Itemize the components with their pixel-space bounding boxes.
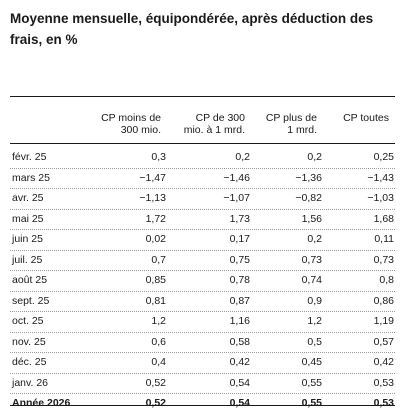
table-row: oct. 25 1,2 1,16 1,2 1,19: [10, 312, 395, 333]
cell-value: 0,85: [145, 274, 166, 286]
table-row: mars 25 −1,47 −1,46 −1,36 −1,43: [10, 169, 395, 189]
total-value: 0,53: [373, 397, 394, 409]
column-header-large-funds: CP plus de 1 mrd.: [266, 112, 317, 136]
table-row: juin 25 0,02 0,17 0,2 0,11: [10, 230, 395, 251]
cell-value: 0,78: [229, 274, 250, 286]
cell-value: 0,2: [307, 233, 322, 245]
cell-value: 0,55: [301, 376, 322, 389]
row-label: oct. 25: [12, 315, 44, 327]
cell-value: 0,2: [235, 151, 250, 163]
column-header-line: 300 mio.: [120, 124, 161, 136]
table-body: févr. 25 0,3 0,2 0,2 0,25 mars 25 −1,47 …: [10, 148, 395, 414]
cell-value: 0,86: [373, 294, 394, 307]
cell-value: 0,11: [374, 233, 394, 245]
cell-value: 0,81: [145, 294, 166, 307]
cell-value: 1,19: [373, 315, 394, 327]
cell-value: −1,03: [367, 192, 394, 204]
column-header-all-funds: CP toutes: [343, 112, 389, 124]
cell-value: 1,16: [229, 315, 250, 327]
column-header-line: CP plus de: [265, 112, 317, 124]
row-label: mars 25: [12, 171, 50, 184]
total-label: Année 2026: [12, 397, 71, 409]
cell-value: 1,68: [373, 212, 394, 225]
table-row: avr. 25 −1,13 −1,07 −0,82 −1,03: [10, 189, 395, 210]
total-value: 0,55: [301, 397, 322, 409]
table-row: sept. 25 0,81 0,87 0,9 0,86: [10, 292, 395, 312]
cell-value: 0,25: [373, 151, 394, 163]
table-row: juil. 25 0,7 0,75 0,73 0,73: [10, 251, 395, 271]
cell-value: 0,42: [373, 356, 394, 368]
column-header-small-funds: CP moins de 300 mio.: [101, 112, 161, 136]
header-rule: [10, 143, 395, 144]
row-label: févr. 25: [12, 151, 47, 163]
cell-value: 0,7: [151, 253, 166, 266]
cell-value: −1,43: [367, 171, 394, 184]
cell-value: −1,13: [139, 192, 166, 204]
cell-value: 0,75: [229, 253, 250, 266]
cell-value: 0,58: [229, 335, 250, 348]
row-label: août 25: [12, 274, 48, 286]
cell-value: 1,2: [307, 315, 322, 327]
cell-value: 0,53: [373, 376, 394, 389]
table-row: janv. 26 0,52 0,54 0,55 0,53: [10, 374, 395, 394]
table-top-rule: [10, 96, 395, 97]
row-label: sept. 25: [12, 294, 50, 307]
column-header-line: mio. à 1 mrd.: [183, 124, 245, 136]
cell-value: 0,3: [151, 151, 166, 163]
table-row: févr. 25 0,3 0,2 0,2 0,25: [10, 148, 395, 169]
row-label: nov. 25: [12, 335, 46, 348]
column-header-line: 1 mrd.: [287, 124, 317, 136]
cell-value: 0,5: [307, 335, 322, 348]
cell-value: 1,72: [145, 212, 166, 225]
cell-value: 0,6: [151, 335, 166, 348]
column-header-line: CP toutes: [343, 112, 389, 124]
table-row: nov. 25 0,6 0,58 0,5 0,57: [10, 333, 395, 353]
cell-value: −0,82: [295, 192, 322, 204]
cell-value: 0,57: [373, 335, 394, 348]
cell-value: 0,8: [379, 274, 394, 286]
cell-value: 0,87: [229, 294, 250, 307]
cell-value: −1,47: [139, 171, 166, 184]
table-row: août 25 0,85 0,78 0,74 0,8: [10, 271, 395, 292]
row-label: déc. 25: [12, 356, 47, 368]
table-title: Moyenne mensuelle, équipondérée, après d…: [10, 11, 374, 47]
cell-value: 0,02: [145, 233, 166, 245]
cell-value: 0,73: [301, 253, 322, 266]
cell-value: 0,74: [301, 274, 322, 286]
cell-value: −1,36: [295, 171, 322, 184]
cell-value: −1,46: [223, 171, 250, 184]
cell-value: 1,2: [151, 315, 166, 327]
cell-value: 0,42: [229, 356, 250, 368]
table-bottom-rule: [10, 405, 395, 406]
cell-value: 1,56: [301, 212, 322, 225]
total-row: Année 2026 0,52 0,54 0,55 0,53: [10, 394, 395, 414]
cell-value: 0,4: [151, 356, 166, 368]
cell-value: 0,2: [307, 151, 322, 163]
total-value: 0,54: [229, 397, 250, 409]
row-label: avr. 25: [12, 192, 44, 204]
row-label: juin 25: [12, 233, 43, 245]
total-value: 0,52: [145, 397, 166, 409]
cell-value: 1,73: [229, 212, 250, 225]
column-header-line: CP de 300: [195, 112, 245, 124]
cell-value: 0,9: [307, 294, 322, 307]
cell-value: 0,73: [373, 253, 394, 266]
cell-value: 0,52: [145, 376, 166, 389]
cell-value: 0,17: [229, 233, 250, 245]
column-header-line: CP moins de: [101, 112, 161, 124]
column-header-medium-funds: CP de 300 mio. à 1 mrd.: [184, 112, 245, 136]
row-label: janv. 26: [12, 376, 48, 389]
cell-value: 0,45: [301, 356, 322, 368]
cell-value: 0,54: [229, 376, 250, 389]
row-label: juil. 25: [12, 253, 43, 266]
row-label: mai 25: [12, 212, 44, 225]
table-row: déc. 25 0,4 0,42 0,45 0,42: [10, 353, 395, 374]
table-row: mai 25 1,72 1,73 1,56 1,68: [10, 210, 395, 230]
cell-value: −1,07: [223, 192, 250, 204]
